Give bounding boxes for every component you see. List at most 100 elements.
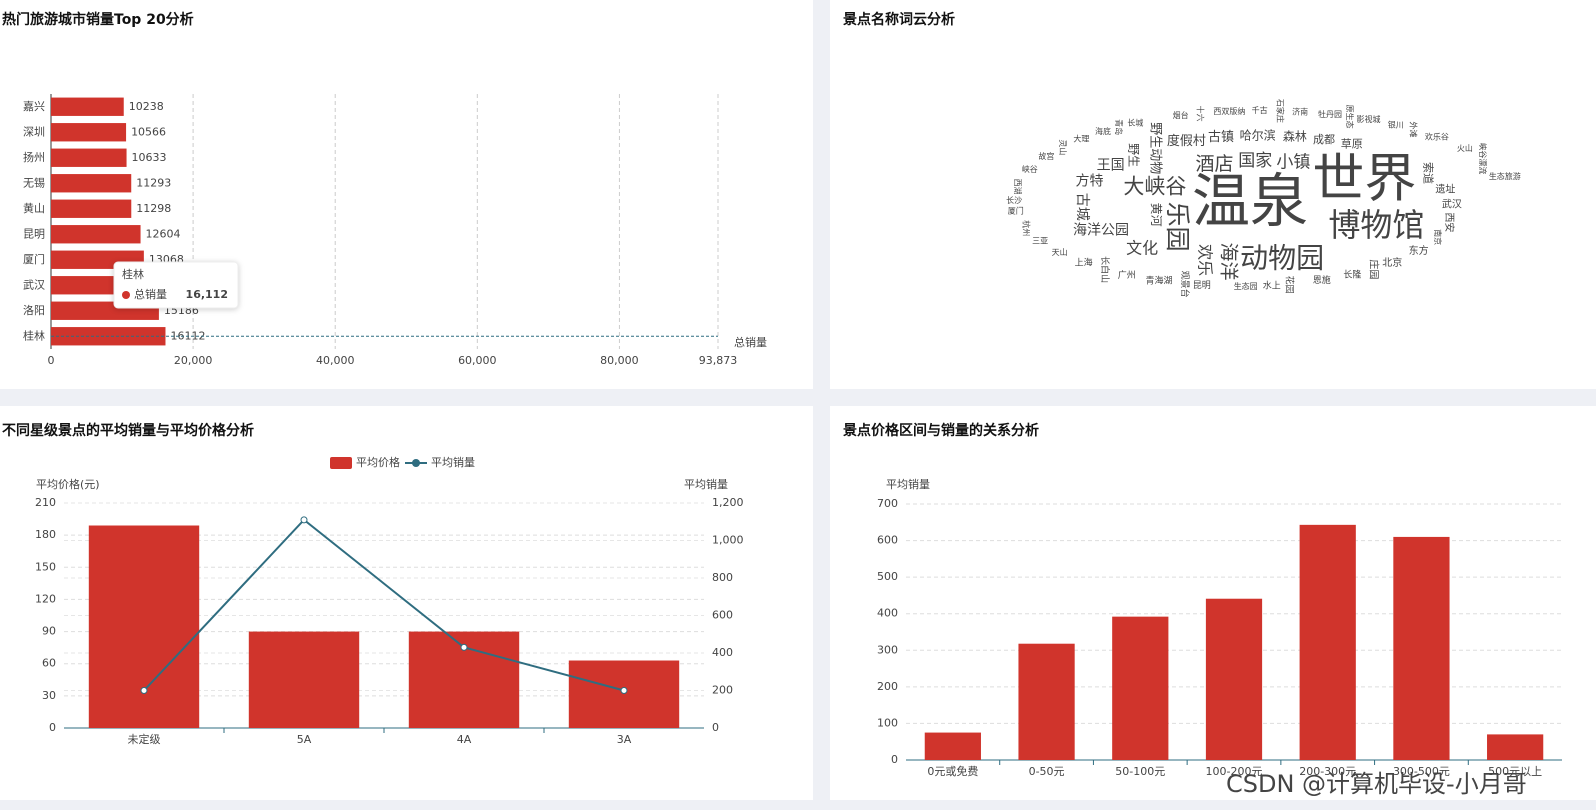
word: 野生动物 xyxy=(1148,122,1163,174)
word: 昆明 xyxy=(1193,280,1211,291)
axis-label: 总销量 xyxy=(734,335,767,349)
word: 酒店 xyxy=(1195,153,1233,175)
word: 动物园 xyxy=(1240,241,1324,274)
word: 生态园 xyxy=(1234,281,1258,291)
y-tick-label: 昆明 xyxy=(23,227,45,240)
y-tick-label: 400 xyxy=(877,607,898,620)
word: 海洋公园 xyxy=(1073,222,1129,238)
word: 故宫 xyxy=(1038,151,1054,161)
value-label: 12604 xyxy=(146,227,181,240)
point xyxy=(300,516,308,524)
x-tick-label: 50-100元 xyxy=(1115,765,1165,778)
bar xyxy=(1393,536,1450,760)
y-tick-label: 600 xyxy=(877,534,898,547)
word: 博物馆 xyxy=(1328,206,1424,244)
word: 三亚 xyxy=(1032,237,1048,246)
bar xyxy=(51,148,127,167)
word: 欢乐谷 xyxy=(1425,131,1449,141)
value-label: 11298 xyxy=(136,202,171,215)
word: 海洋 xyxy=(1218,243,1240,281)
word: 牡丹园 xyxy=(1318,109,1342,119)
word: 长隆 xyxy=(1343,268,1361,280)
y-tick-label: 厦门 xyxy=(23,252,45,266)
bar xyxy=(1018,643,1075,760)
y2-tick-label: 1,000 xyxy=(712,534,744,547)
word: 大理 xyxy=(1073,134,1089,144)
y-tick-label: 嘉兴 xyxy=(23,99,45,113)
word: 森林 xyxy=(1283,128,1307,143)
x-tick-label: 0元或免费 xyxy=(927,764,978,778)
point xyxy=(620,687,628,694)
word: 成都 xyxy=(1313,133,1335,146)
x-tick-label: 5A xyxy=(297,733,312,746)
tooltip xyxy=(113,261,239,309)
word: 西湖 xyxy=(1013,179,1022,195)
word: 方特 xyxy=(1076,174,1104,190)
word: 生态旅游 xyxy=(1489,171,1521,181)
word: 哈尔滨 xyxy=(1240,127,1276,142)
tooltip-value: 16,112 xyxy=(186,288,228,301)
panel-title: 景点价格区间与销量的关系分析 xyxy=(843,422,1039,439)
word: 文化 xyxy=(1126,238,1158,257)
word: 杭州 xyxy=(1021,220,1031,236)
value-label: 10633 xyxy=(132,151,167,164)
tooltip-marker xyxy=(122,291,130,299)
word: 水上 xyxy=(1263,279,1281,291)
word: 长白山 xyxy=(1099,256,1111,283)
x-tick-label: 0-50元 xyxy=(1029,765,1065,778)
x-tick-label: 20,000 xyxy=(174,354,213,367)
word: 广州 xyxy=(1118,269,1136,281)
bar xyxy=(51,97,124,116)
word: 石家庄 xyxy=(1275,99,1285,123)
x-tick-label: 0 xyxy=(48,354,55,367)
x-tick-label: 40,000 xyxy=(316,354,355,367)
word: 东方 xyxy=(1409,244,1429,257)
word: 海底 xyxy=(1095,126,1111,136)
panel xyxy=(0,0,813,389)
legend-label: 平均价格 xyxy=(356,455,400,469)
word: 索道 xyxy=(1422,162,1436,184)
y-tick-label: 60 xyxy=(42,657,56,670)
axis-label: 平均销量 xyxy=(684,477,728,491)
word: 火山 xyxy=(1457,143,1473,153)
bar xyxy=(248,631,360,728)
y-tick-label: 30 xyxy=(42,689,56,702)
word: 花园 xyxy=(1283,276,1295,294)
tooltip-series: 总销量 xyxy=(134,287,167,301)
word: 武汉 xyxy=(1442,197,1462,210)
word: 外滩 xyxy=(1408,121,1418,137)
legend-marker xyxy=(412,459,420,467)
word: 济南 xyxy=(1292,106,1308,116)
word: 上海 xyxy=(1075,256,1093,268)
bar xyxy=(1112,616,1169,760)
panel-title: 不同星级景点的平均销量与平均价格分析 xyxy=(2,422,254,439)
y-tick-label: 0 xyxy=(891,753,898,766)
word: 黄河 xyxy=(1149,203,1163,227)
y-tick-label: 120 xyxy=(35,592,56,605)
x-tick-label: 500元以上 xyxy=(1488,765,1542,778)
word: 西双版纳 xyxy=(1213,106,1245,116)
word: 欢乐 xyxy=(1195,244,1214,276)
word: 小镇 xyxy=(1276,153,1310,173)
bar xyxy=(88,525,200,728)
panel-title: 热门旅游城市销量Top 20分析 xyxy=(2,11,194,28)
value-label: 11293 xyxy=(136,176,171,189)
word: 大峡谷 xyxy=(1123,175,1186,199)
word: 千古 xyxy=(1252,105,1268,115)
y-tick-label: 扬州 xyxy=(23,150,45,164)
y-tick-label: 黄山 xyxy=(23,201,45,215)
value-label: 10238 xyxy=(129,100,164,113)
word: 长沙 xyxy=(1006,195,1022,205)
x-tick-label: 200-300元 xyxy=(1299,765,1356,778)
word: 北京 xyxy=(1382,256,1402,269)
word: 庄园 xyxy=(1367,259,1380,279)
y-tick-label: 100 xyxy=(877,716,898,729)
y2-tick-label: 200 xyxy=(712,684,733,697)
word: 温泉 xyxy=(1192,167,1308,235)
word: 乐园 xyxy=(1163,202,1192,252)
bar xyxy=(51,123,127,142)
y-tick-label: 无锡 xyxy=(23,175,45,189)
x-tick-label: 60,000 xyxy=(458,354,497,367)
